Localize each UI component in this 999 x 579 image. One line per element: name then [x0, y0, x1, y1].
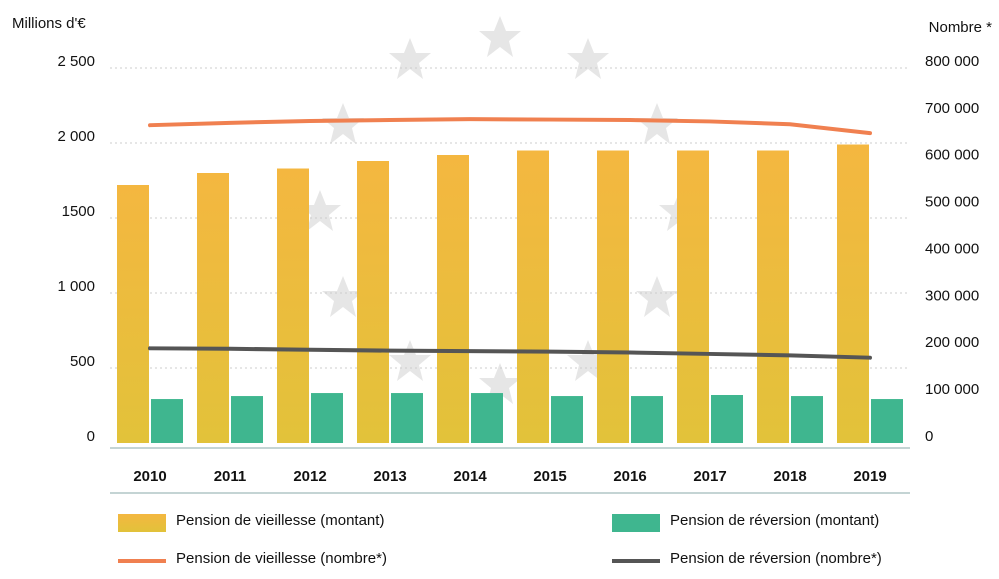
- legend-swatch: [118, 514, 166, 532]
- y2-tick-label: 500 000: [925, 194, 979, 211]
- y2-tick-label: 700 000: [925, 100, 979, 117]
- x-tick-label: 2012: [293, 468, 326, 485]
- y2-tick-label: 0: [925, 428, 933, 445]
- y-tick-label: 0: [87, 428, 95, 445]
- x-tick-label: 2018: [773, 468, 806, 485]
- legend-label: Pension de vieillesse (nombre*): [176, 550, 387, 567]
- bar: [117, 185, 149, 443]
- bar: [597, 150, 629, 443]
- y-tick-label: 2 000: [57, 128, 95, 145]
- bar: [197, 173, 229, 443]
- y-axis-title: Millions d'€: [12, 15, 86, 32]
- bar: [757, 150, 789, 443]
- x-tick-label: 2014: [453, 468, 487, 485]
- y2-tick-label: 400 000: [925, 240, 979, 257]
- bar: [837, 144, 869, 443]
- y2-tick-label: 300 000: [925, 287, 979, 304]
- y-tick-label: 2 500: [57, 53, 95, 70]
- y-tick-label: 500: [70, 353, 95, 370]
- bar: [391, 393, 423, 443]
- line: [148, 117, 872, 136]
- line: [148, 346, 872, 360]
- legend-label: Pension de réversion (nombre*): [670, 550, 882, 567]
- bar: [311, 393, 343, 443]
- bar: [517, 150, 549, 443]
- bar: [677, 150, 709, 443]
- bar: [437, 155, 469, 443]
- y2-tick-label: 100 000: [925, 381, 979, 398]
- bar: [631, 396, 663, 443]
- x-tick-label: 2011: [214, 468, 247, 485]
- bar: [471, 393, 503, 443]
- bar: [151, 399, 183, 443]
- x-tick-label: 2019: [853, 468, 886, 485]
- y2-tick-label: 200 000: [925, 334, 979, 351]
- y2-tick-label: 800 000: [925, 53, 979, 70]
- bar: [231, 396, 263, 443]
- y-tick-label: 1500: [62, 203, 95, 220]
- y2-tick-label: 600 000: [925, 147, 979, 164]
- bar: [357, 161, 389, 443]
- y2-axis-title: Nombre *: [929, 19, 993, 36]
- bar: [277, 168, 309, 443]
- x-tick-label: 2013: [373, 468, 406, 485]
- bar: [871, 399, 903, 443]
- legend-label: Pension de vieillesse (montant): [176, 512, 384, 529]
- y-tick-label: 1 000: [57, 278, 95, 295]
- bar: [551, 396, 583, 443]
- x-tick-label: 2010: [133, 468, 166, 485]
- bar: [711, 395, 743, 443]
- x-tick-label: 2016: [613, 468, 646, 485]
- legend-label: Pension de réversion (montant): [670, 512, 879, 529]
- legend-swatch: [612, 514, 660, 532]
- x-tick-label: 2015: [533, 468, 566, 485]
- bar: [791, 396, 823, 443]
- x-tick-label: 2017: [693, 468, 726, 485]
